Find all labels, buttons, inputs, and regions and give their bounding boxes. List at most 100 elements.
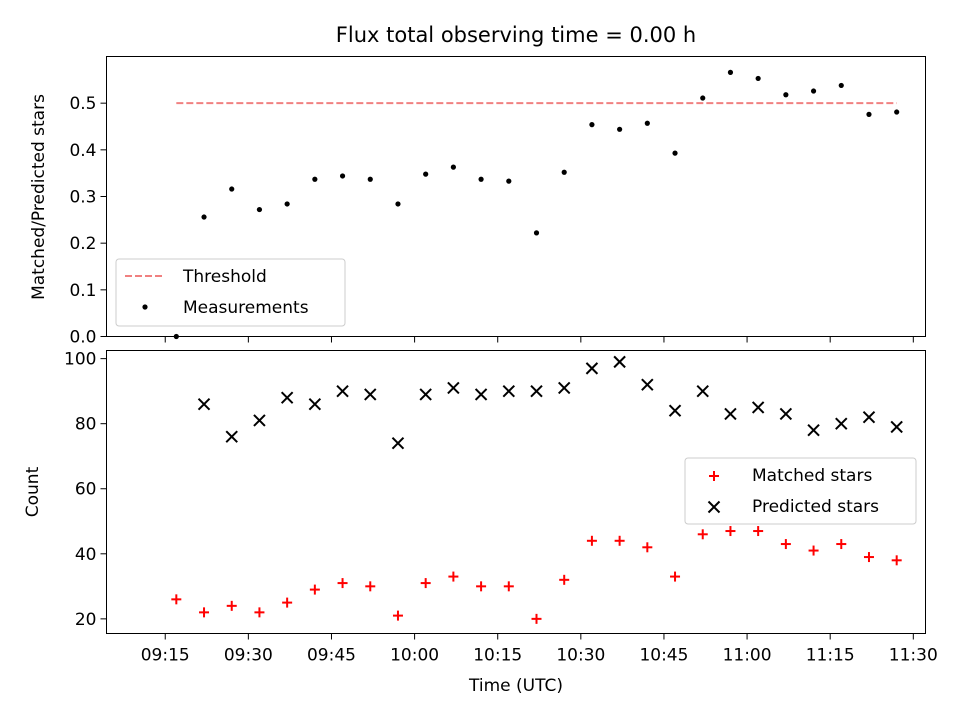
matched-point: [753, 526, 764, 537]
matched-point: [199, 607, 210, 618]
predicted-point: [253, 414, 266, 427]
matched-point: [891, 555, 902, 566]
predicted-point: [336, 384, 349, 398]
matched-point: [670, 571, 681, 582]
bottom-y-tick-label: 40: [75, 545, 97, 565]
x-tick-label: 10:45: [639, 646, 688, 666]
legend-matched-label: Matched stars: [752, 466, 872, 486]
matched-point: [836, 539, 847, 550]
predicted-point: [779, 407, 793, 421]
measurement-point: [783, 92, 789, 98]
matched-point: [226, 600, 237, 611]
predicted-point: [364, 388, 377, 401]
matched-point: [586, 535, 597, 546]
measurement-point: [229, 186, 235, 192]
measurement-point: [478, 176, 484, 182]
matched-point: [614, 535, 625, 546]
bottom-y-tick-label: 60: [75, 480, 97, 500]
measurement-point: [395, 201, 401, 207]
measurement-point: [423, 171, 429, 177]
matched-point: [642, 542, 653, 553]
measurement-point: [339, 173, 346, 179]
legend-measurements-swatch: [142, 304, 148, 310]
measurement-point: [312, 176, 318, 182]
legend-matched-swatch: [709, 471, 719, 481]
predicted-point: [585, 362, 599, 375]
predicted-point: [890, 420, 903, 434]
bottom-legend: Matched stars Predicted stars: [684, 457, 917, 525]
x-tick-label: 11:15: [806, 646, 855, 666]
legend-measurements-label: Measurements: [183, 298, 309, 318]
x-tick-label: 09:45: [307, 646, 356, 666]
matched-point: [282, 597, 293, 608]
measurement-point: [506, 178, 512, 184]
measurement-point: [810, 88, 817, 94]
x-tick-label: 10:00: [390, 646, 439, 666]
measurement-point: [367, 176, 373, 182]
measurement-point: [700, 95, 706, 101]
measurement-point: [672, 150, 678, 156]
measurement-point: [727, 69, 734, 75]
legend-plus-marker: [709, 471, 719, 481]
top-legend-box: [115, 258, 346, 327]
matched-point: [531, 613, 542, 624]
top-axis-ticks: 0.0 0.1 0.2 0.3 0.4 0.5: [69, 94, 914, 348]
measurement-point: [256, 206, 263, 213]
matched-point: [365, 581, 376, 592]
bottom-y-tick-label: 100: [64, 350, 96, 370]
matched-point: [448, 571, 459, 582]
matched-point: [780, 539, 791, 550]
predicted-point: [502, 384, 516, 398]
bottom-y-axis-label: Count: [23, 466, 43, 517]
predicted-point: [807, 423, 820, 437]
matched-point: [808, 545, 819, 556]
measurement-point: [533, 230, 540, 236]
predicted-point: [308, 397, 322, 411]
predicted-point: [613, 355, 626, 369]
top-y-tick-label: 0.1: [69, 281, 96, 301]
x-tick-label: 10:15: [473, 646, 522, 666]
x-tick-label: 11:30: [889, 646, 938, 666]
top-y-tick-label: 0.5: [69, 94, 96, 114]
measurement-point: [173, 333, 179, 340]
bottom-y-tick-label: 20: [75, 610, 97, 630]
measurement-point: [838, 82, 844, 89]
matched-point: [392, 610, 403, 621]
matched-point: [420, 578, 431, 589]
top-y-tick-label: 0.2: [69, 234, 96, 254]
measurement-point: [755, 75, 761, 82]
bottom-y-tick-label: 80: [75, 415, 97, 435]
matched-point: [559, 574, 570, 585]
chart-title: Flux total observing time = 0.00 h: [336, 23, 696, 47]
predicted-point: [641, 378, 654, 391]
predicted-point: [225, 430, 238, 443]
matched-point: [863, 552, 874, 563]
measurement-point: [589, 122, 595, 128]
bottom-axis-ticks: 20 40 60 80 100 09:15 09:30 09:45 10:00 10:15 10:3…: [64, 350, 938, 666]
measurement-point: [644, 120, 650, 126]
matched-point: [309, 584, 320, 595]
top-y-tick-label: 0.4: [69, 141, 96, 161]
top-y-axis-label: Matched/Predicted stars: [29, 94, 49, 300]
predicted-point: [696, 384, 709, 398]
top-y-tick-label: 0.3: [69, 188, 96, 208]
bottom-legend-box: [684, 457, 917, 525]
measurement-point: [201, 214, 207, 220]
predicted-point: [668, 404, 682, 417]
x-tick-label: 11:00: [723, 646, 772, 666]
matched-point: [725, 526, 736, 537]
legend-threshold-label: Threshold: [182, 267, 267, 287]
predicted-point: [197, 397, 211, 411]
predicted-point: [835, 417, 848, 430]
top-plot-area: [173, 69, 900, 340]
matched-point: [254, 607, 265, 618]
predicted-point: [751, 401, 765, 414]
measurement-point: [617, 126, 623, 132]
x-tick-label: 09:30: [224, 646, 273, 666]
bottom-plot-area: [171, 355, 903, 624]
top-y-tick-label: 0.0: [69, 328, 96, 348]
legend-predicted-swatch: [707, 500, 721, 514]
measurement-point: [284, 201, 290, 207]
predicted-point: [447, 381, 460, 395]
predicted-point: [530, 384, 543, 398]
